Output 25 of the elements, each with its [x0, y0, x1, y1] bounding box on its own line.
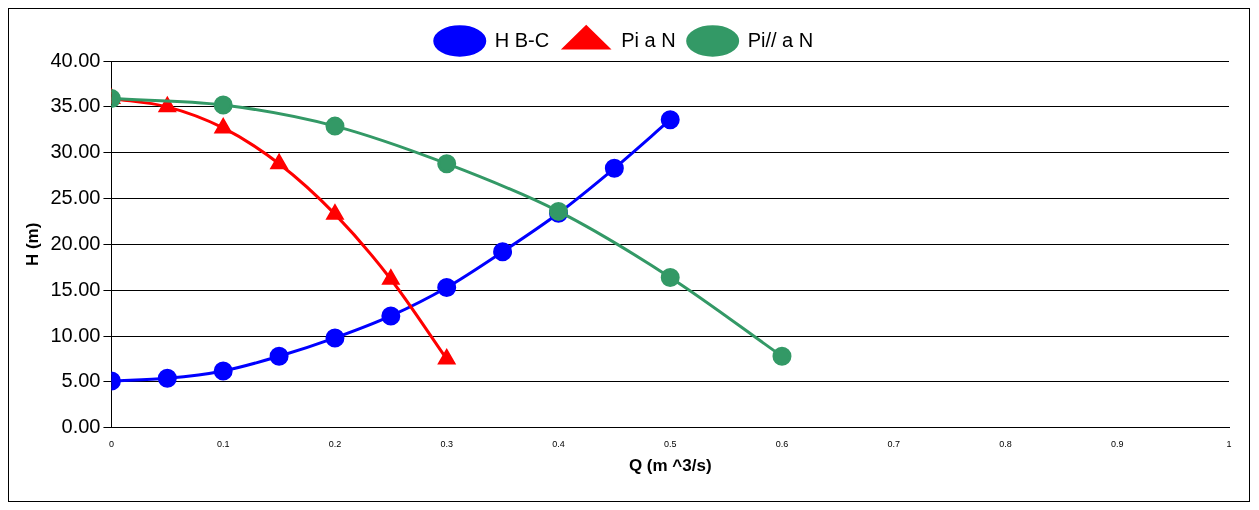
y-tick-label: 15.00 [50, 277, 101, 300]
x-axis-title: Q (m ^3/s) [628, 456, 712, 476]
x-tick-label: 0.5 [663, 438, 677, 449]
y-tick-label: 0.00 [61, 415, 101, 438]
y-axis-title: H (m) [22, 222, 42, 267]
legend-label: Pi a N [621, 28, 676, 51]
x-tick-label: 0.2 [328, 438, 342, 449]
x-tick-label: 0.3 [440, 438, 453, 449]
y-tick-label: 25.00 [50, 186, 101, 209]
x-tick-label: 0.9 [1110, 438, 1124, 449]
x-tick-label: 0.8 [999, 438, 1012, 449]
y-tick-label: 35.00 [50, 94, 101, 117]
y-tick-label: 10.00 [50, 323, 101, 346]
x-tick-label: 0.7 [887, 438, 900, 449]
x-tick-label: 0.6 [775, 438, 789, 449]
y-tick-label: 40.00 [50, 48, 101, 71]
y-tick-label: 20.00 [50, 231, 101, 254]
y-tick-label: 5.00 [61, 369, 101, 392]
legend-label: H B-C [494, 28, 550, 51]
x-tick-label: 1 [1226, 438, 1232, 449]
x-tick-label: 0 [108, 438, 114, 449]
x-tick-label: 0.1 [216, 438, 230, 449]
x-tick-label: 0.4 [552, 438, 565, 449]
y-tick-label: 30.00 [50, 140, 101, 163]
legend-label: Pi// a N [747, 28, 814, 51]
